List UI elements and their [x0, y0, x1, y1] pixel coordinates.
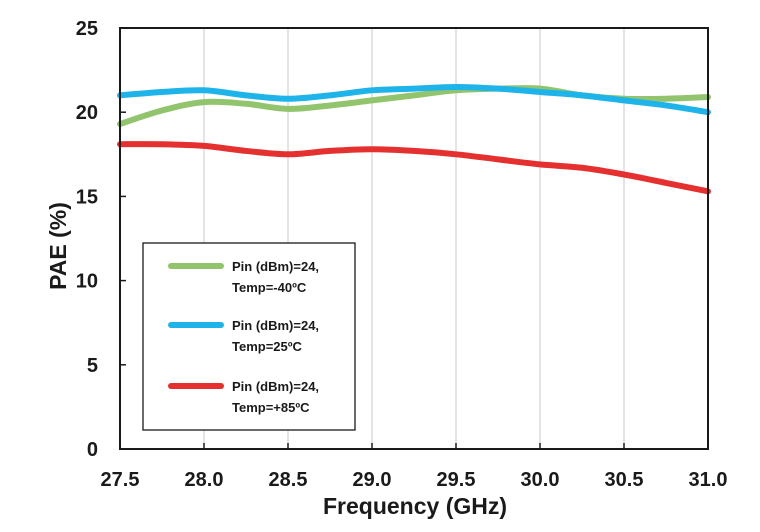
y-tick-label: 25	[76, 18, 98, 40]
series-line-temp-plus-85c	[117, 141, 711, 195]
legend-box	[142, 242, 356, 431]
x-tick-label: 28.0	[185, 469, 224, 491]
legend-label-temp-25c: Pin (dBm)=24,	[232, 318, 319, 333]
legend-label-temp-25c: Temp=25ºC	[232, 339, 303, 354]
x-tick-label: 31.0	[689, 469, 728, 491]
y-tick-label: 20	[76, 102, 98, 124]
series-lines	[117, 83, 711, 195]
x-axis-title: Frequency (GHz)	[323, 493, 507, 519]
legend-label-temp-plus-85c: Temp=+85ºC	[232, 400, 310, 415]
y-tick-label: 15	[76, 186, 98, 208]
legend-label-temp-minus-40c: Pin (dBm)=24,	[232, 259, 319, 274]
x-tick-label: 27.5	[101, 469, 140, 491]
y-tick-label: 10	[76, 271, 98, 293]
legend-label-temp-plus-85c: Pin (dBm)=24,	[232, 379, 319, 394]
legend-label-temp-minus-40c: Temp=-40ºC	[232, 280, 307, 295]
series-line-temp-25c	[117, 83, 711, 116]
x-tick-label: 28.5	[269, 469, 308, 491]
legend: Pin (dBm)=24, Temp=-40ºC Pin (dBm)=24, Temp…	[142, 242, 356, 431]
axis-ticks: 27.5 28.0 28.5 29.0 29.5 30.0 30.5 31.0 0 5 10 15 20…	[76, 18, 728, 491]
plot-area	[119, 27, 709, 450]
y-axis-title: PAE (%)	[45, 202, 71, 290]
x-tick-label: 29.0	[353, 469, 392, 491]
y-tick-label: 5	[87, 355, 98, 377]
y-tick-label: 0	[87, 439, 98, 461]
x-tick-label: 30.5	[605, 469, 644, 491]
x-tick-label: 30.0	[521, 469, 560, 491]
x-tick-label: 29.5	[437, 469, 476, 491]
